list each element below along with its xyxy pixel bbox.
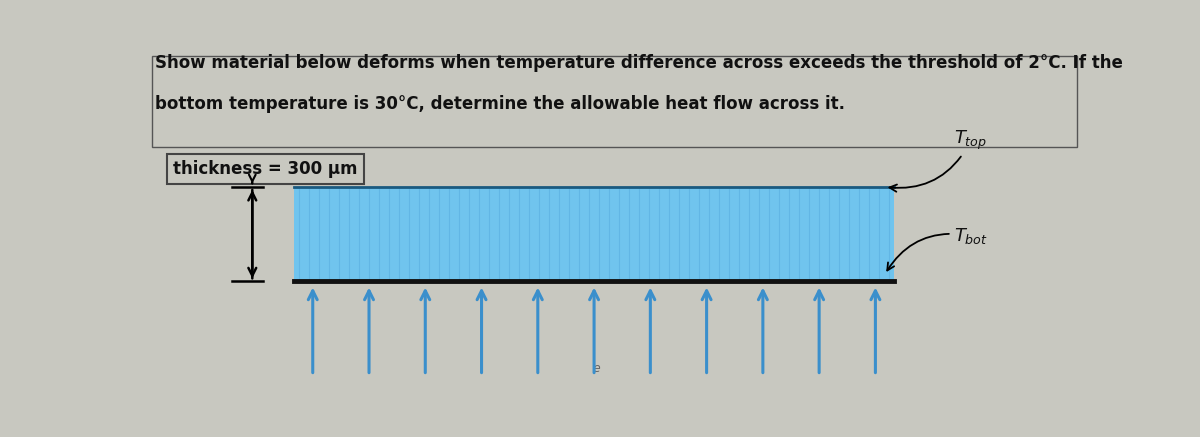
Text: e: e — [593, 362, 600, 375]
Text: $T_{top}$: $T_{top}$ — [889, 128, 988, 192]
Text: bottom temperature is 30°C, determine the allowable heat flow across it.: bottom temperature is 30°C, determine th… — [155, 94, 845, 112]
Text: Show material below deforms when temperature difference across exceeds the thres: Show material below deforms when tempera… — [155, 54, 1122, 72]
Text: thickness = 300 μm: thickness = 300 μm — [173, 160, 358, 178]
FancyBboxPatch shape — [294, 187, 894, 281]
Text: $T_{bot}$: $T_{bot}$ — [887, 226, 989, 271]
